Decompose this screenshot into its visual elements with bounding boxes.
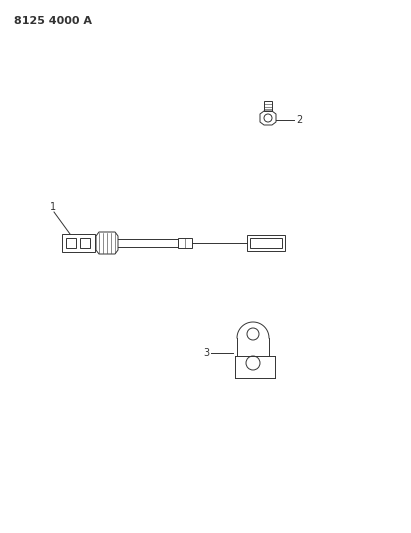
Bar — [250, 238, 282, 248]
Bar — [178, 238, 192, 248]
Bar — [264, 101, 272, 111]
Text: 1: 1 — [50, 202, 56, 212]
Text: 3: 3 — [203, 348, 209, 358]
Bar — [66, 238, 76, 248]
Text: 2: 2 — [296, 115, 302, 125]
Bar — [247, 235, 285, 251]
Bar — [62, 234, 95, 252]
Bar — [80, 238, 90, 248]
Text: 8125 4000 A: 8125 4000 A — [14, 16, 92, 26]
